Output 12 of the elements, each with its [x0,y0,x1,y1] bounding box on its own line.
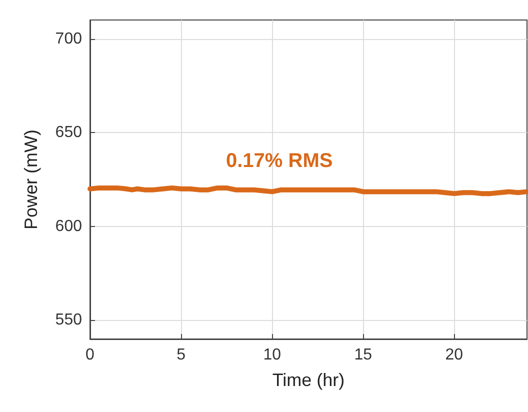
y-tick-label: 700 [55,30,82,48]
y-axis-title: Power (mW) [21,130,41,230]
x-tick-label: 10 [263,346,282,364]
x-tick-label: 5 [176,346,186,364]
y-tick-label: 600 [55,218,82,235]
x-tick-label: 20 [445,346,464,364]
annotation: 0.17% RMS [226,150,333,172]
x-tick-label: 0 [86,346,95,364]
x-axis-title: Time (hr) [272,370,345,390]
x-tick-label: 15 [354,346,372,364]
y-tick-label: 650 [55,124,82,142]
y-tick-label: 550 [55,312,82,329]
